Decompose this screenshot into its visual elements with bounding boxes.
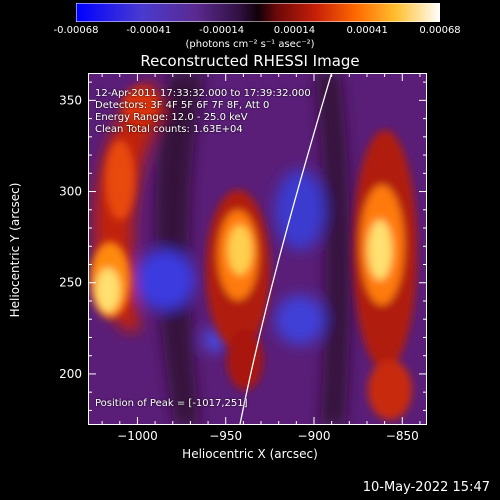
clean-total-counts: Clean Total counts: 1.63E+04 [95, 124, 243, 135]
y-tick-label-0: 200 [59, 367, 82, 381]
right-arc-peak [368, 220, 392, 280]
left-arc-peak [96, 268, 120, 312]
left-arc-upper [105, 140, 135, 220]
colorbar-tick-4: 0.00041 [346, 25, 388, 36]
solar-limb-curve [239, 73, 333, 425]
footer-date: 10-May-2022 15:47 [362, 480, 490, 495]
dark-lane-right [315, 73, 351, 425]
colorbar-tick-0: -0.00068 [53, 25, 99, 36]
colorbar-tick-2: -0.00014 [199, 25, 245, 36]
colorbar-unit-label: (photons cm⁻² s⁻¹ asec⁻²) [185, 39, 315, 50]
plot-axes: −1000 −950 −900 −850 200 250 300 350 [59, 73, 427, 443]
right-arc-lower [368, 360, 412, 420]
left-arc-top [122, 87, 158, 123]
blue-core-2 [275, 170, 325, 250]
colorbar [76, 3, 440, 22]
colorbar-tick-3: 0.00014 [273, 25, 316, 36]
peak-position: Position of Peak = [-1017,251] [95, 398, 248, 409]
detectors-info: Detectors: 3F 4F 5F 6F 7F 8F, Att 0 [95, 100, 270, 111]
observation-time: 12-Apr-2011 17:33:32.000 to 17:39:32.000 [95, 88, 311, 99]
y-tick-label-3: 350 [59, 93, 82, 107]
x-axis-title: Heliocentric X (arcsec) [182, 447, 318, 461]
center-source-peak [228, 225, 252, 275]
x-tick-label-1: −950 [209, 429, 242, 443]
energy-range: Energy Range: 12.0 - 25.0 keV [95, 112, 248, 123]
x-tick-label-3: −850 [386, 429, 419, 443]
y-axis-title: Heliocentric Y (arcsec) [8, 182, 22, 318]
x-tick-label-0: −1000 [117, 429, 158, 443]
y-tick-label-2: 300 [59, 185, 82, 199]
colorbar-tick-labels: -0.00068 -0.00041 -0.00014 0.00014 0.00041 0.… [0, 25, 500, 39]
colorbar-tick-1: -0.00041 [126, 25, 172, 36]
colorbar-tick-5: 0.00068 [419, 25, 461, 36]
dark-lane-left [155, 73, 205, 425]
chart-title: Reconstructed RHESSI Image [140, 52, 360, 70]
blue-core-3 [275, 295, 325, 345]
x-tick-label-2: −900 [298, 429, 331, 443]
blue-core-1 [135, 250, 195, 310]
center-source-lower [227, 330, 263, 390]
y-tick-label-1: 250 [59, 276, 82, 290]
